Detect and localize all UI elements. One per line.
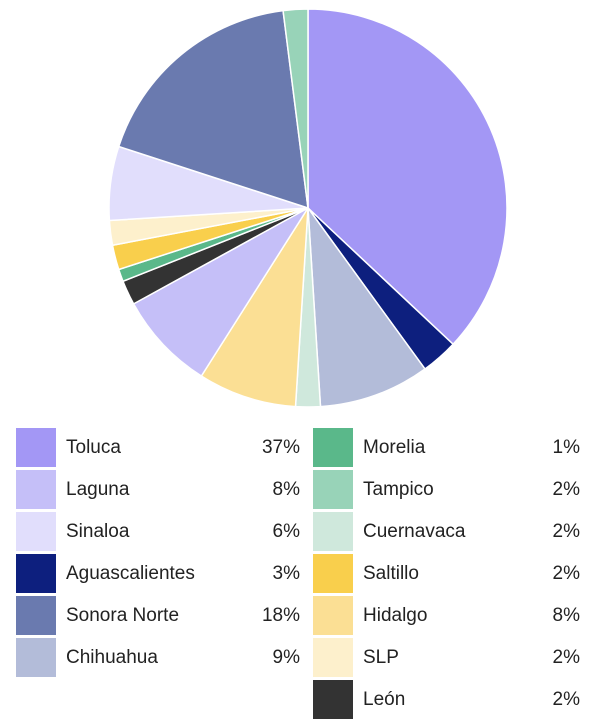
legend-swatch bbox=[16, 512, 56, 551]
legend-label: Aguascalientes bbox=[66, 563, 195, 584]
legend-swatch bbox=[313, 680, 353, 719]
legend-label: SLP bbox=[363, 647, 399, 668]
legend-label: Chihuahua bbox=[66, 647, 158, 668]
legend-swatch bbox=[313, 470, 353, 509]
legend-swatch bbox=[16, 428, 56, 467]
legend-swatch bbox=[313, 554, 353, 593]
legend-swatch bbox=[313, 428, 353, 467]
legend-label: Morelia bbox=[363, 437, 426, 458]
legend-swatch bbox=[313, 596, 353, 635]
legend-swatch bbox=[16, 470, 56, 509]
legend-value: 2% bbox=[553, 521, 581, 542]
legend-label: Saltillo bbox=[363, 563, 419, 584]
legend-value: 18% bbox=[262, 605, 300, 626]
legend-swatch bbox=[16, 554, 56, 593]
legend-value: 2% bbox=[553, 479, 581, 500]
legend-value: 37% bbox=[262, 437, 300, 458]
pie-slice bbox=[282, 8, 309, 209]
pie-slice bbox=[307, 205, 427, 408]
legend-value: 2% bbox=[553, 689, 581, 710]
legend-label: Tampico bbox=[363, 479, 434, 500]
legend-label: Sonora Norte bbox=[66, 605, 179, 626]
legend-label: León bbox=[363, 689, 405, 710]
legend-value: 2% bbox=[553, 647, 581, 668]
legend-swatch bbox=[313, 638, 353, 677]
pie-slice bbox=[200, 207, 309, 408]
legend-value: 1% bbox=[553, 437, 581, 458]
legend-value: 8% bbox=[273, 479, 301, 500]
legend-value: 6% bbox=[273, 521, 301, 542]
legend-value: 3% bbox=[273, 563, 301, 584]
legend-swatch bbox=[313, 512, 353, 551]
legend-swatch bbox=[16, 596, 56, 635]
legend-label: Hidalgo bbox=[363, 605, 427, 626]
pie-slice bbox=[132, 207, 309, 378]
legend-label: Laguna bbox=[66, 479, 130, 500]
legend-label: Sinaloa bbox=[66, 521, 130, 542]
legend-label: Toluca bbox=[66, 437, 121, 458]
legend-swatch bbox=[16, 638, 56, 677]
pie-slice bbox=[307, 8, 508, 346]
legend-label: Cuernavaca bbox=[363, 521, 466, 542]
legend-value: 2% bbox=[553, 563, 581, 584]
legend-value: 8% bbox=[553, 605, 581, 626]
legend-value: 9% bbox=[273, 647, 301, 668]
pie-slice bbox=[117, 9, 309, 210]
